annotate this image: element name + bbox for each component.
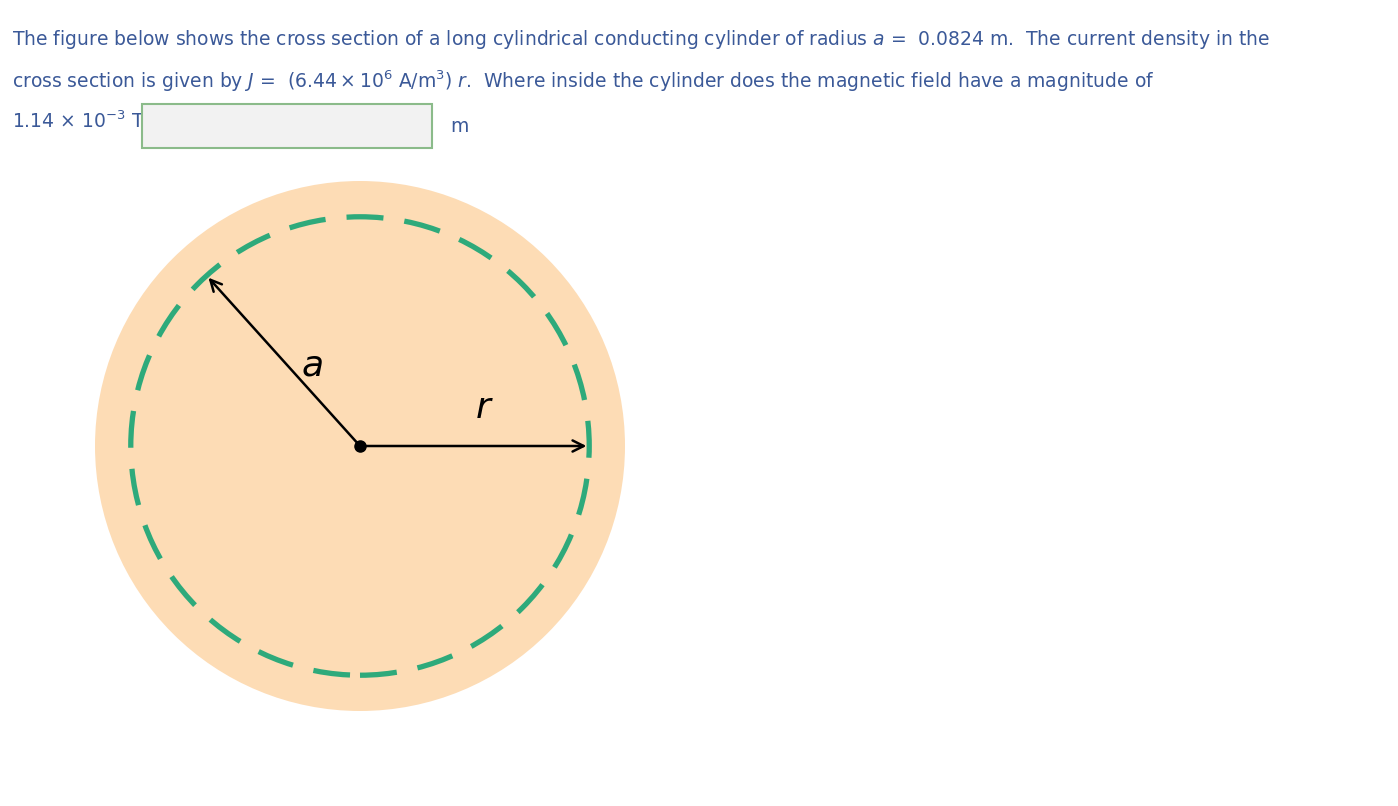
Bar (143, 104, 432, 148)
Text: The figure below shows the cross section of a long cylindrical conducting cylind: The figure below shows the cross section… (13, 28, 1271, 51)
Circle shape (95, 181, 625, 711)
Text: $a$: $a$ (302, 348, 323, 382)
Text: cross section is given by $J$ =  $(6.44 \times 10^6$ A/m$^3)$ $r$.  Where inside: cross section is given by $J$ = $(6.44 \… (13, 68, 1155, 93)
Text: $r$: $r$ (475, 391, 493, 425)
Text: 1.14 $\times$ 10$^{-3}$ T?: 1.14 $\times$ 10$^{-3}$ T? (13, 110, 154, 131)
Text: m: m (450, 117, 468, 135)
